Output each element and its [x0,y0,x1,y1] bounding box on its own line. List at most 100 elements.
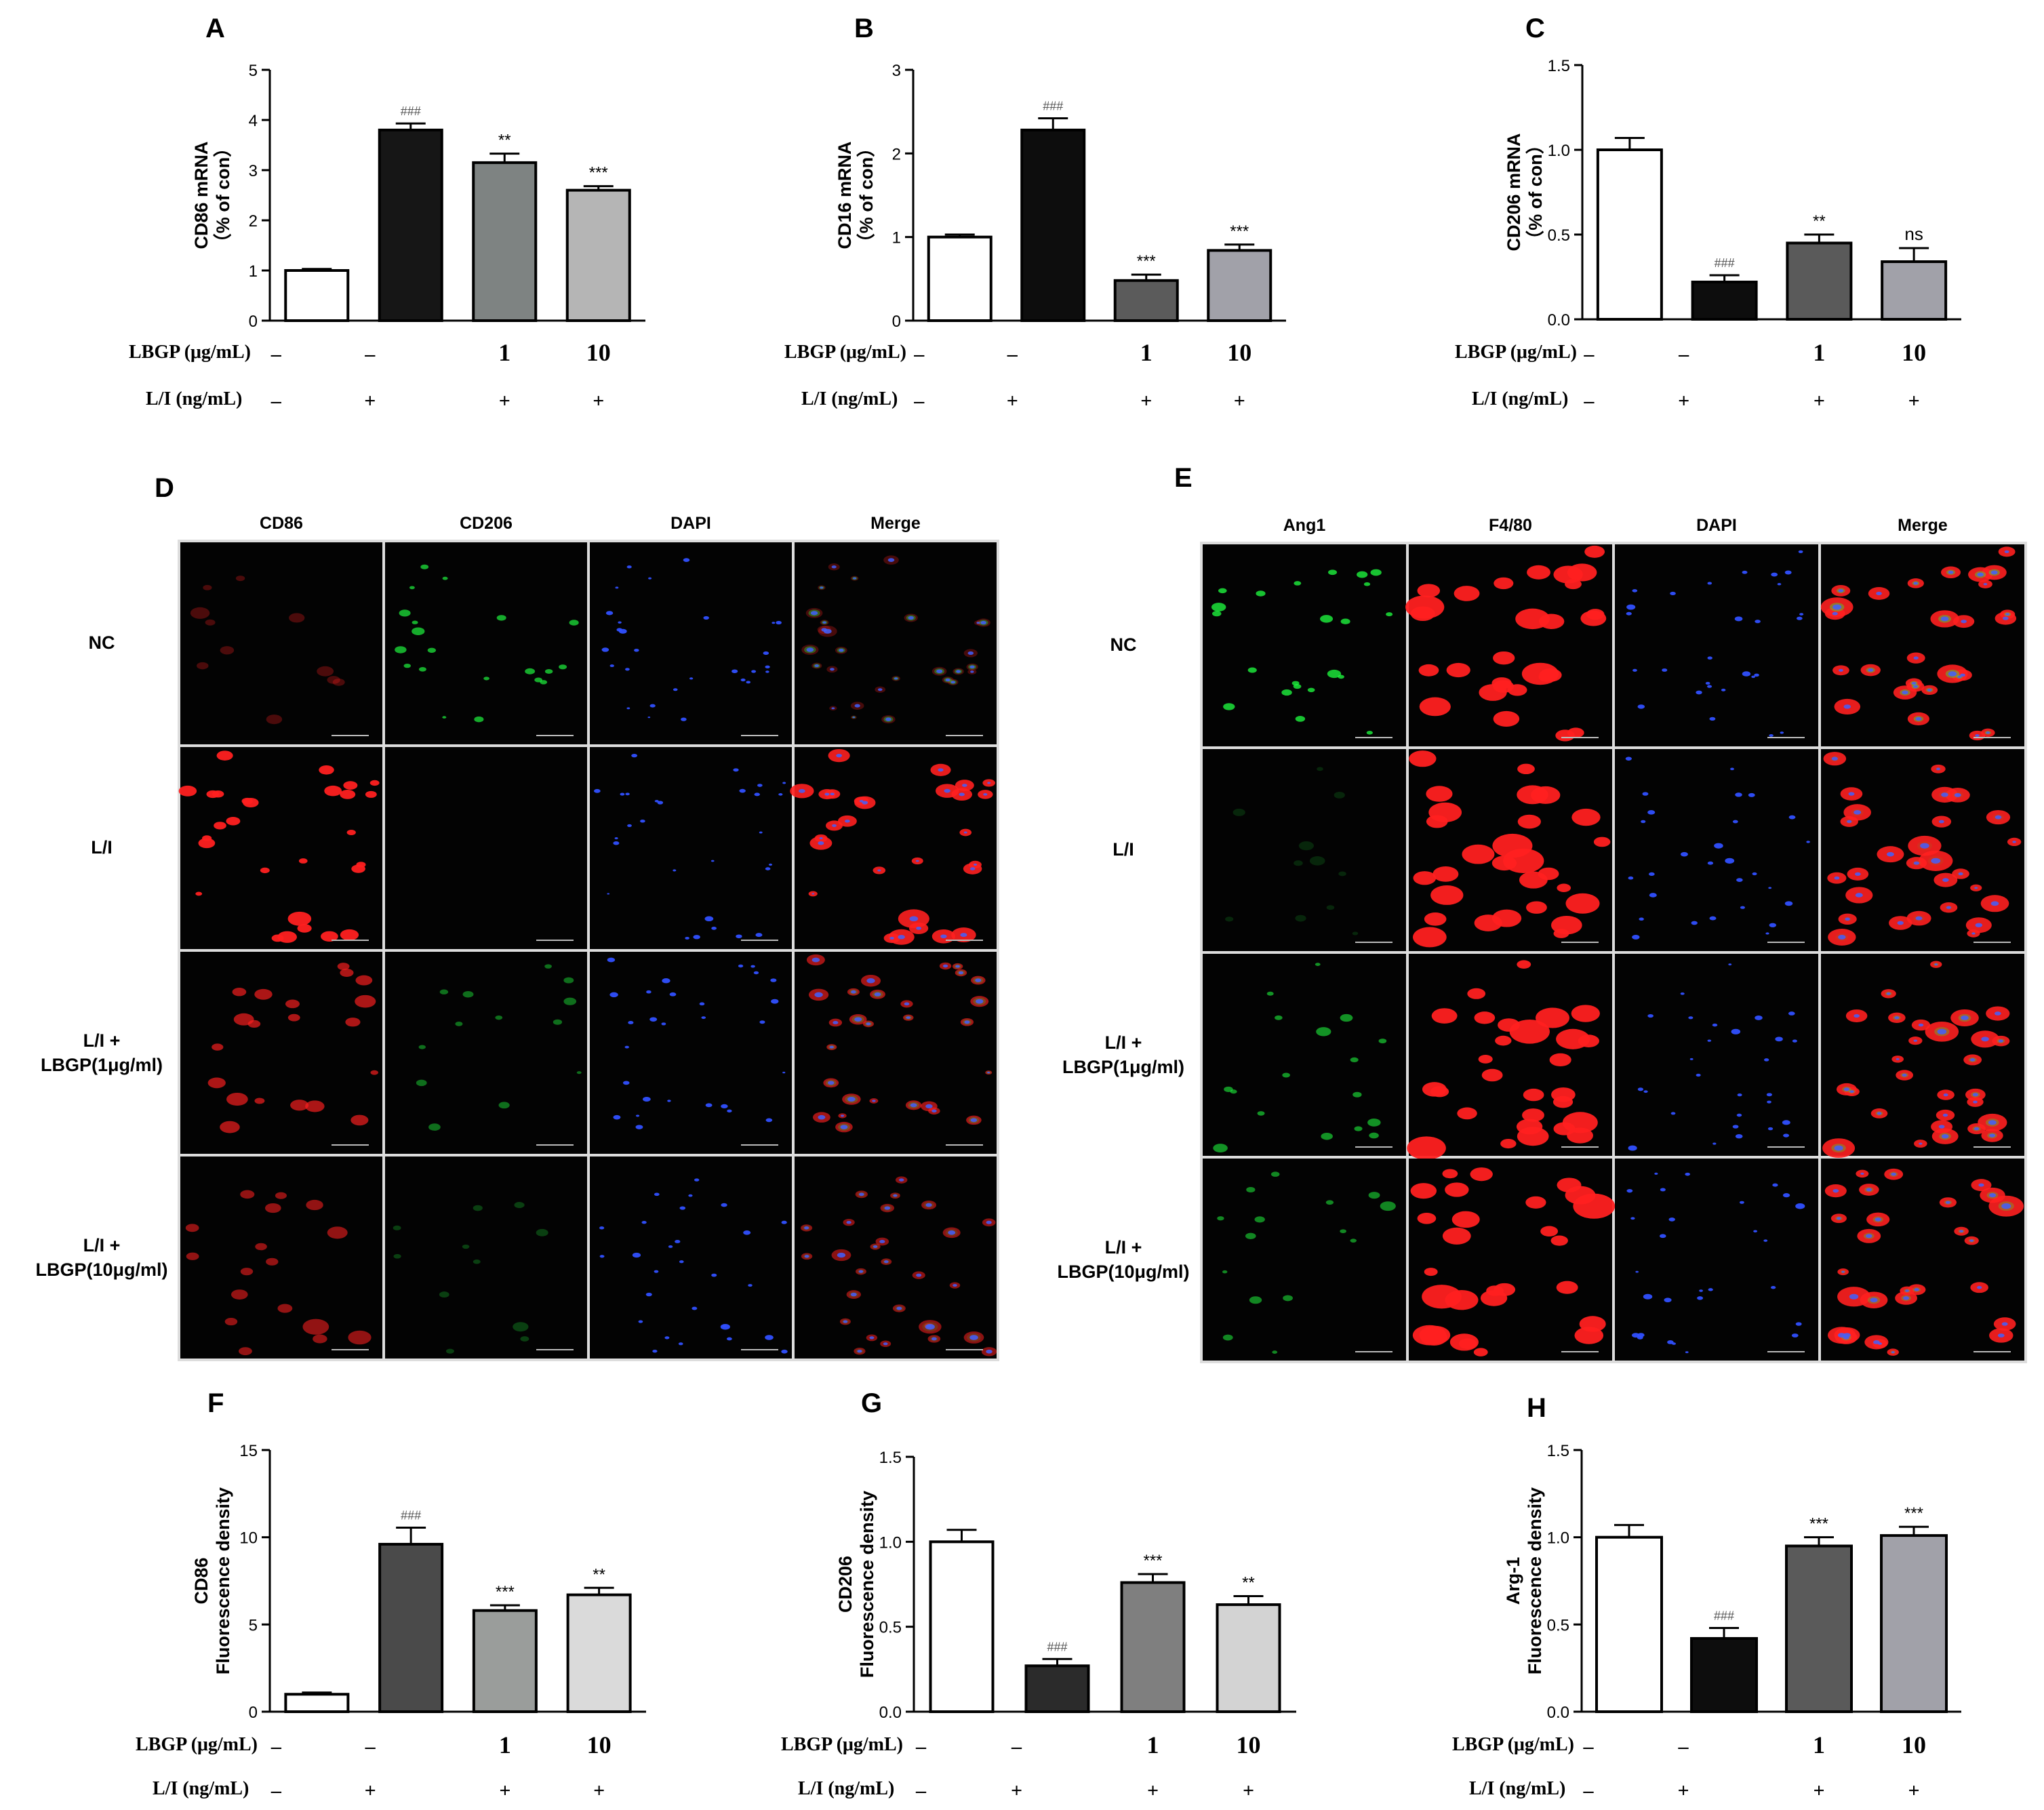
cell-spot [1855,893,1863,898]
cell-spot [1625,757,1632,761]
micrograph-background [385,542,587,744]
bar [1691,281,1758,321]
cell-spot [1565,579,1582,590]
bar [378,128,443,323]
cell-spot [854,1017,862,1022]
cell-spot [1915,717,1922,721]
cell-spot [1340,1229,1346,1234]
cell-spot [1767,1127,1774,1131]
cell-spot [1934,963,1938,966]
y-tick-label: 2 [249,212,258,230]
bar-chart-h: H 0.0 0.5 1.0 1.5 Arg-1 Fluorescence density ##… [1452,1393,1961,1802]
cell-spot [614,837,618,840]
micrograph-background [385,952,587,1154]
significance-label: *** [1143,1552,1162,1570]
bar [1024,1664,1090,1714]
cell-spot [1664,1298,1672,1303]
scale-bar [332,1144,369,1146]
lbgp-row-label: LBGP (μg/mL) [1452,1734,1574,1755]
li-value: + [1813,1779,1824,1802]
cell-spot [266,1258,279,1266]
cell-spot [654,1270,659,1273]
li-value: – [1583,1779,1595,1802]
cell-spot [782,782,786,784]
micrograph-image [1405,544,1612,746]
bar [1120,1581,1186,1714]
cell-spot [399,609,411,617]
cell-spot [641,1221,647,1224]
cell-spot [1550,916,1582,935]
micrograph-row-label: L/I + [1105,1237,1142,1258]
cell-spot [711,927,717,930]
lbgp-value: – [1011,1735,1022,1758]
cell-spot [1454,586,1480,601]
cell-spot [986,1220,992,1224]
cell-spot [925,1104,933,1109]
cell-spot [1795,1322,1802,1326]
scale-bar [1561,737,1599,738]
cell-spot [1870,1298,1878,1303]
micrograph-image [180,952,382,1154]
y-tick-label: 5 [249,62,258,80]
cell-spot [654,1192,660,1196]
cell-spot [439,1291,449,1298]
li-value: + [1813,390,1825,412]
cell-spot [1352,931,1359,936]
cell-spot [1942,1113,1948,1117]
micrograph-column-label: CD86 [260,514,303,533]
cell-spot [212,1043,224,1051]
cell-spot [980,620,986,625]
cell-spot [1386,612,1393,617]
cell-spot [1378,1039,1387,1044]
micrograph-background [180,747,382,949]
cell-spot [1517,814,1541,829]
cell-spot [1540,1226,1559,1236]
cell-spot [1632,668,1637,672]
y-tick-label: 5 [249,1616,258,1634]
cell-spot [1931,858,1941,864]
cell-spot [1340,618,1350,624]
cell-spot [1739,1201,1744,1204]
lbgp-value: 10 [1902,1731,1926,1758]
cell-spot [1366,731,1373,735]
cell-spot [1419,697,1451,717]
cell-spot [2004,550,2009,553]
li-value: + [1234,390,1245,412]
micrograph-row-label: L/I + [83,1235,121,1255]
cell-spot [1721,688,1726,691]
cell-spot [1430,885,1464,905]
cell-spot [1938,820,1944,824]
cell-spot [1806,841,1810,843]
cell-spot [302,1319,329,1335]
cell-spot [1997,1333,2005,1338]
micrograph-background [590,542,792,744]
cell-spot [1526,901,1547,914]
bar-chart-g: G 0.0 0.5 1.0 1.5 CD206 Fluorescence density ##… [781,1388,1296,1802]
y-tick-label: 0.5 [1548,226,1570,245]
cell-spot [1853,1013,1860,1018]
significance-label: ** [1813,212,1826,230]
cell-spot [631,753,638,758]
cell-spot [226,816,241,826]
cell-spot [1527,565,1550,580]
cell-spot [1494,577,1514,590]
micrograph-image [1203,954,1406,1156]
cell-spot [1233,808,1245,816]
cell-spot [1256,590,1266,597]
cell-spot [831,707,835,710]
cell-spot [1796,616,1803,620]
cell-spot [936,669,943,673]
micrograph-image [1203,749,1406,951]
micrograph-column-label: F4/80 [1489,516,1532,535]
lbgp-value: 10 [1227,339,1251,366]
panel-letter: C [1525,14,1545,43]
cell-spot [1691,921,1698,925]
cell-spot [1688,1016,1694,1020]
cell-spot [750,965,755,968]
cell-spot [1249,1296,1262,1304]
cell-spot [1281,689,1292,696]
cell-spot [675,1239,681,1243]
cell-spot [1217,1216,1224,1221]
y-tick-label: 1 [249,262,258,281]
cell-spot [1413,871,1437,885]
